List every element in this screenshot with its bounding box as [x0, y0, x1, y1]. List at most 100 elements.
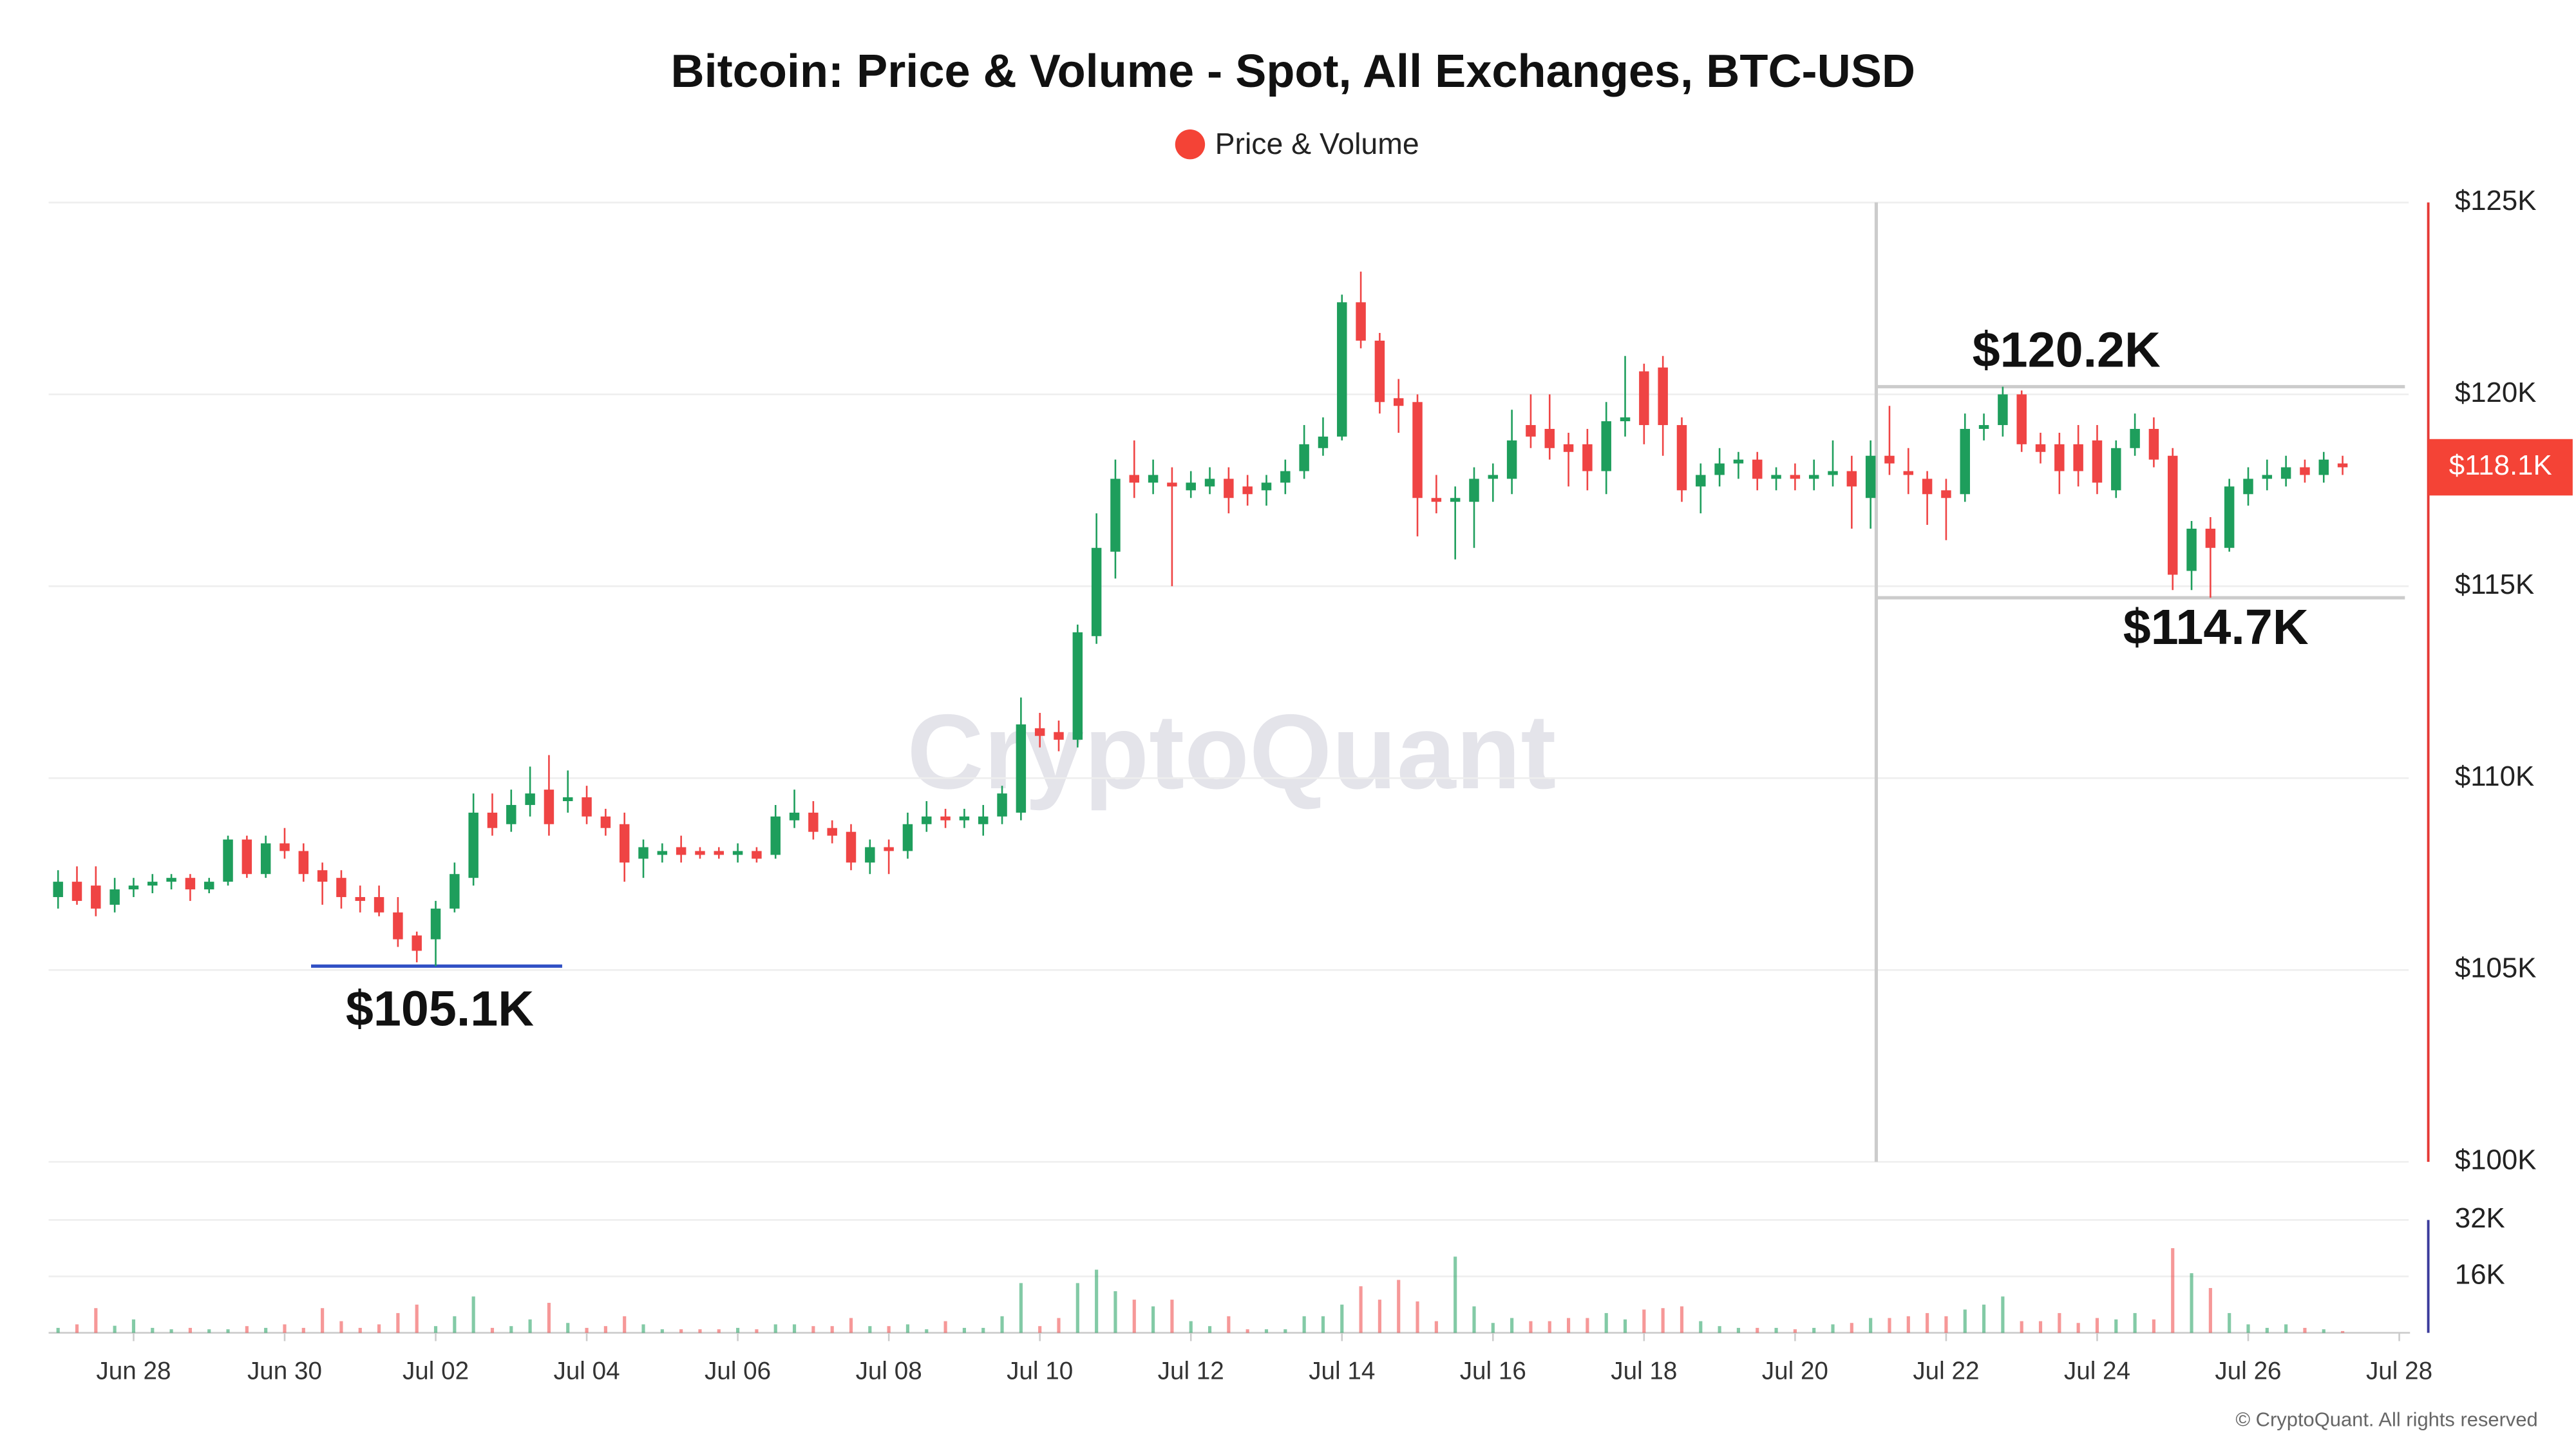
candle-body: [1865, 455, 1876, 498]
volume-bar: [415, 1304, 419, 1333]
candle-body: [336, 878, 346, 897]
volume-bar: [1623, 1319, 1627, 1333]
volume-bar: [1850, 1323, 1853, 1333]
volume-bar: [868, 1326, 872, 1333]
volume-bar: [905, 1324, 910, 1333]
legend-marker[interactable]: [1175, 129, 1206, 160]
candle-body: [450, 874, 460, 909]
annotation-label: $120.2K: [1973, 322, 2161, 377]
candle-body: [166, 878, 176, 882]
x-tick-label: Jul 28: [2366, 1358, 2432, 1385]
volume-bar: [1944, 1316, 1948, 1333]
candle-body: [1091, 547, 1102, 636]
candle-body: [1941, 490, 1951, 498]
candle-body: [902, 824, 913, 851]
x-tick-label: Jul 26: [2215, 1358, 2281, 1385]
volume-bar: [1756, 1327, 1759, 1333]
volume-bar: [2152, 1319, 2155, 1333]
volume-bar: [1680, 1306, 1684, 1333]
candle-body: [2262, 475, 2273, 479]
volume-bar: [1321, 1316, 1325, 1333]
volume-bar: [1736, 1327, 1741, 1333]
volume-bar: [1454, 1256, 1457, 1333]
candle-body: [1828, 471, 1838, 475]
candle-body: [2205, 528, 2216, 548]
volume-bar: [131, 1319, 136, 1333]
volume-bar: [2265, 1327, 2269, 1333]
candle-body: [317, 870, 328, 882]
volume-bar: [1378, 1300, 1381, 1333]
volume-bar: [1604, 1312, 1608, 1333]
volume-bar: [2341, 1331, 2345, 1333]
annotation-label: $114.7K: [2123, 600, 2309, 655]
volume-bar: [1151, 1306, 1155, 1333]
x-tick-label: Jul 24: [2064, 1358, 2130, 1385]
volume-bar: [207, 1329, 211, 1333]
volume-bar: [1869, 1318, 1873, 1333]
y2-tick-label: 32K: [2455, 1202, 2505, 1234]
volume-bar: [641, 1324, 645, 1333]
candle-body: [1167, 482, 1177, 487]
volume-bar: [2322, 1329, 2325, 1333]
volume-bar: [1132, 1300, 1136, 1333]
candle-body: [1846, 471, 1857, 487]
candle-body: [1620, 417, 1631, 422]
x-tick-label: Jun 30: [247, 1358, 322, 1385]
candle-body: [1733, 459, 1744, 464]
x-tick-label: Jul 22: [1913, 1358, 1979, 1385]
y-tick-label: $110K: [2455, 761, 2534, 792]
candle-body: [1714, 463, 1725, 475]
candle-body: [1110, 478, 1121, 552]
candle-body: [1280, 471, 1291, 483]
candle-body: [1356, 302, 1366, 341]
volume-bar: [1718, 1326, 1721, 1333]
candle-body: [430, 908, 441, 940]
volume-bar: [169, 1329, 173, 1333]
candle-body: [1922, 478, 1933, 495]
candle-body: [2130, 429, 2140, 448]
volume-bar: [773, 1324, 777, 1333]
candle-body: [2035, 444, 2046, 452]
volume-bar: [2001, 1296, 2005, 1333]
candle-body: [1261, 482, 1272, 491]
candle-body: [1884, 455, 1895, 464]
volume-bar: [1586, 1318, 1589, 1333]
volume-bar: [226, 1329, 230, 1333]
volume-bar: [1170, 1300, 1174, 1333]
x-tick-label: Jul 08: [856, 1358, 922, 1385]
volume-bar: [1057, 1318, 1061, 1333]
volume-bar: [943, 1321, 947, 1333]
candle-body: [544, 790, 554, 824]
volume-bar: [1472, 1306, 1476, 1333]
candle-body: [374, 896, 384, 913]
volume-bar: [396, 1312, 400, 1333]
volume-bar: [1963, 1309, 1967, 1333]
candle-body: [2148, 429, 2159, 460]
volume-bar: [717, 1329, 721, 1333]
candle-body: [808, 812, 819, 832]
volume-bar: [94, 1308, 98, 1333]
volume-bar: [1642, 1309, 1646, 1333]
volume-bar: [1113, 1291, 1117, 1333]
volume-bar: [1340, 1304, 1344, 1333]
x-tick-label: Jul 20: [1762, 1358, 1828, 1385]
candle-body: [1318, 436, 1329, 448]
candle-body: [487, 812, 498, 828]
volume-bar: [2171, 1248, 2175, 1333]
volume-bar: [283, 1324, 287, 1333]
volume-bar: [2114, 1319, 2118, 1333]
volume-bar: [113, 1325, 117, 1333]
volume-bar: [2303, 1327, 2307, 1333]
volume-bar: [1548, 1321, 1551, 1333]
volume-bar: [585, 1327, 589, 1333]
candle-body: [1506, 440, 1517, 479]
y-tick-label: $115K: [2455, 569, 2534, 600]
volume-bar: [830, 1326, 834, 1333]
candle-body: [1337, 302, 1347, 437]
candle-body: [412, 935, 422, 951]
legend-label[interactable]: Price & Volume: [1215, 127, 1419, 160]
candle-body: [1526, 425, 1536, 437]
volume-bar: [660, 1329, 664, 1333]
candle-body: [2224, 486, 2235, 548]
